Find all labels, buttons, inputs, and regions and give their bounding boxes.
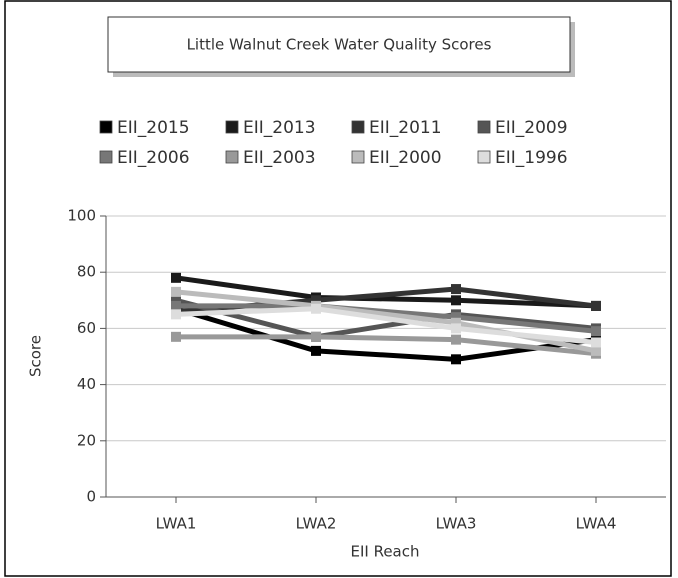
y-tick-label: 100 (67, 207, 96, 225)
point-marker (451, 284, 461, 295)
legend-swatch (477, 150, 491, 164)
legend-swatch (477, 120, 491, 134)
series-line (175, 275, 597, 309)
legend-label: EII_2011 (369, 118, 442, 138)
legend-label: EII_1996 (495, 148, 568, 168)
series-line (175, 306, 597, 362)
y-tick-label: 80 (77, 263, 96, 281)
title-box (107, 16, 571, 73)
point-marker (171, 331, 181, 342)
point-marker (591, 337, 601, 348)
legend-label: EII_2009 (495, 118, 568, 138)
series-line (175, 306, 597, 345)
legend-label: EII_2013 (243, 118, 316, 138)
point-marker (451, 323, 461, 334)
y-tick-label: 40 (77, 375, 96, 393)
x-axis-label: EII Reach (350, 543, 419, 561)
point-marker (171, 300, 181, 311)
point-marker (171, 295, 181, 306)
point-marker (311, 303, 321, 314)
x-tick-label: LWA1 (156, 515, 197, 533)
legend-swatch (351, 150, 365, 164)
point-marker (451, 295, 461, 306)
legend-label: EII_2003 (243, 148, 316, 168)
legend-swatch (225, 120, 239, 134)
point-marker (171, 286, 181, 297)
point-marker (451, 334, 461, 345)
series-line (176, 334, 597, 357)
x-tick-label: LWA4 (576, 515, 617, 533)
x-tick-label: LWA2 (296, 515, 337, 533)
legend-swatch (99, 120, 113, 134)
y-tick-label: 0 (86, 488, 96, 506)
chart-title: Little Walnut Creek Water Quality Scores (187, 36, 492, 54)
point-marker (171, 309, 181, 320)
series-line (175, 297, 597, 340)
point-marker (451, 317, 461, 328)
point-marker (311, 295, 321, 306)
legend-swatch (99, 150, 113, 164)
legend-swatch (351, 120, 365, 134)
point-marker (171, 272, 181, 283)
series-line (176, 303, 597, 334)
frame (4, 0, 672, 577)
point-marker (591, 345, 601, 356)
point-marker (591, 326, 601, 337)
point-marker (311, 345, 321, 356)
legend-label: EII_2000 (369, 148, 442, 168)
legend-swatch (225, 150, 239, 164)
y-tick-label: 60 (77, 319, 96, 337)
y-axis-label: Score (27, 335, 45, 377)
point-marker (311, 331, 321, 342)
y-tick-label: 20 (77, 431, 96, 449)
x-tick-label: LWA3 (436, 515, 477, 533)
point-marker (451, 354, 461, 365)
point-marker (591, 300, 601, 311)
point-marker (451, 312, 461, 323)
legend-label: EII_2015 (117, 118, 190, 138)
legend-label: EII_2006 (117, 148, 190, 168)
